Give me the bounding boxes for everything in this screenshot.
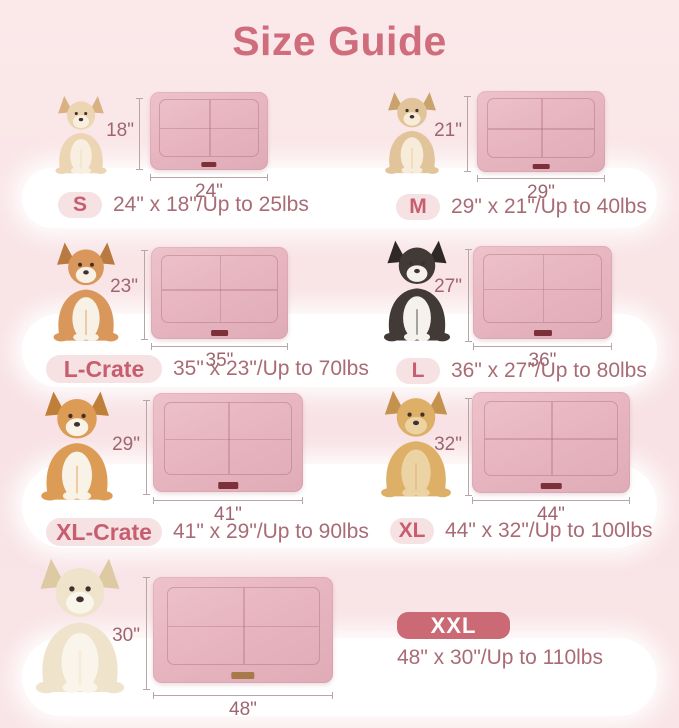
width-dimension-line (153, 692, 333, 699)
size-text: 24" x 18"/Up to 25lbs (113, 193, 309, 216)
size-badge-xxl: XXL (397, 612, 510, 639)
size-text: 36" x 27"/Up to 80lbs (451, 359, 647, 382)
width-dimension-label: 44" (537, 504, 565, 525)
size-badge-xl: XL (390, 518, 434, 544)
width-dimension-label: 48" (229, 699, 257, 720)
size-text: 41" x 29"/Up to 90lbs (173, 520, 369, 543)
mat-brand-tag (540, 482, 562, 490)
mat-stitching (158, 99, 260, 157)
height-dimension-line (465, 249, 472, 342)
mat-stitching (166, 586, 320, 665)
mat-brand-tag (218, 482, 238, 489)
mat-illustration-m (477, 91, 605, 172)
mat-stitching (161, 255, 278, 324)
width-dimension-line (472, 497, 630, 504)
height-dimension-line (465, 398, 472, 496)
size-badge-s: S (58, 192, 102, 218)
size-badge-l: L (396, 358, 440, 384)
width-dimension-label: 24" (195, 181, 223, 202)
size-badge-l-crate: L-Crate (46, 355, 162, 383)
mat-stitching (164, 401, 292, 476)
height-dimension-line (141, 250, 148, 340)
size-caption-xxl: 48" x 30"/Up to 110lbs (397, 646, 603, 669)
mat-illustration-xl (472, 392, 630, 493)
width-dimension-line (477, 175, 605, 182)
mat-stitching (483, 254, 602, 324)
size-caption-xl: XL 44" x 32"/Up to 100lbs (390, 518, 653, 544)
size-caption-m: M 29" x 21"/Up to 40lbs (396, 194, 647, 220)
width-dimension-label: 29" (527, 182, 555, 203)
size-text: 29" x 21"/Up to 40lbs (451, 195, 647, 218)
mat-brand-tag (210, 329, 229, 336)
height-dimension-label: 23" (110, 276, 138, 297)
height-dimension-label: 27" (434, 276, 462, 297)
size-caption-xl-crate: XL-Crate 41" x 29"/Up to 90lbs (46, 518, 369, 546)
height-dimension-label: 18" (106, 120, 134, 141)
width-dimension-line (153, 497, 303, 504)
mat-stitching (486, 98, 596, 159)
height-dimension-line (143, 577, 150, 690)
size-caption-l: L 36" x 27"/Up to 80lbs (396, 358, 647, 384)
size-caption-l-crate: L-Crate 35" x 23"/Up to 70lbs (46, 355, 369, 383)
height-dimension-label: 32" (434, 434, 462, 455)
width-dimension-label: 36" (528, 350, 557, 371)
size-badge-m: M (396, 194, 440, 220)
size-badge-xl-crate: XL-Crate (46, 518, 162, 546)
mat-brand-tag (231, 672, 255, 680)
size-caption-s: S 24" x 18"/Up to 25lbs (58, 192, 309, 218)
mat-illustration-xl-crate (153, 393, 303, 492)
mat-illustration-l (473, 246, 612, 339)
width-dimension-label: 41" (214, 504, 242, 525)
width-dimension-line (151, 343, 288, 350)
size-text: 44" x 32"/Up to 100lbs (445, 519, 653, 542)
row-highlight-band (22, 638, 657, 716)
height-dimension-line (143, 400, 150, 495)
height-dimension-line (136, 98, 143, 170)
height-dimension-label: 29" (112, 434, 140, 455)
size-text: 35" x 23"/Up to 70lbs (173, 357, 369, 380)
mat-stitching (483, 401, 619, 476)
height-dimension-label: 30" (112, 625, 140, 646)
width-dimension-line (150, 174, 268, 181)
mat-illustration-l-crate (151, 247, 288, 339)
height-dimension-label: 21" (434, 120, 462, 141)
width-dimension-line (473, 343, 612, 350)
height-dimension-line (464, 96, 471, 172)
mat-illustration-xxl (153, 577, 333, 683)
page-title: Size Guide (232, 18, 447, 64)
mat-brand-tag (533, 329, 552, 336)
mat-brand-tag (532, 163, 550, 170)
mat-illustration-s (150, 92, 268, 170)
width-dimension-label: 35" (205, 350, 234, 371)
mat-brand-tag (201, 162, 217, 168)
